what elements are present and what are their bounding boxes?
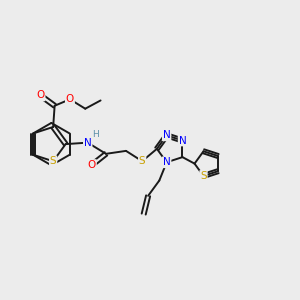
Text: O: O <box>66 94 74 104</box>
Text: O: O <box>36 91 45 100</box>
Text: N: N <box>178 136 186 146</box>
Text: N: N <box>163 157 170 167</box>
Text: S: S <box>139 156 146 166</box>
Text: N: N <box>84 138 92 148</box>
Text: S: S <box>50 156 56 166</box>
Text: H: H <box>92 130 98 139</box>
Text: S: S <box>200 171 207 181</box>
Text: O: O <box>88 160 96 170</box>
Text: N: N <box>163 130 170 140</box>
